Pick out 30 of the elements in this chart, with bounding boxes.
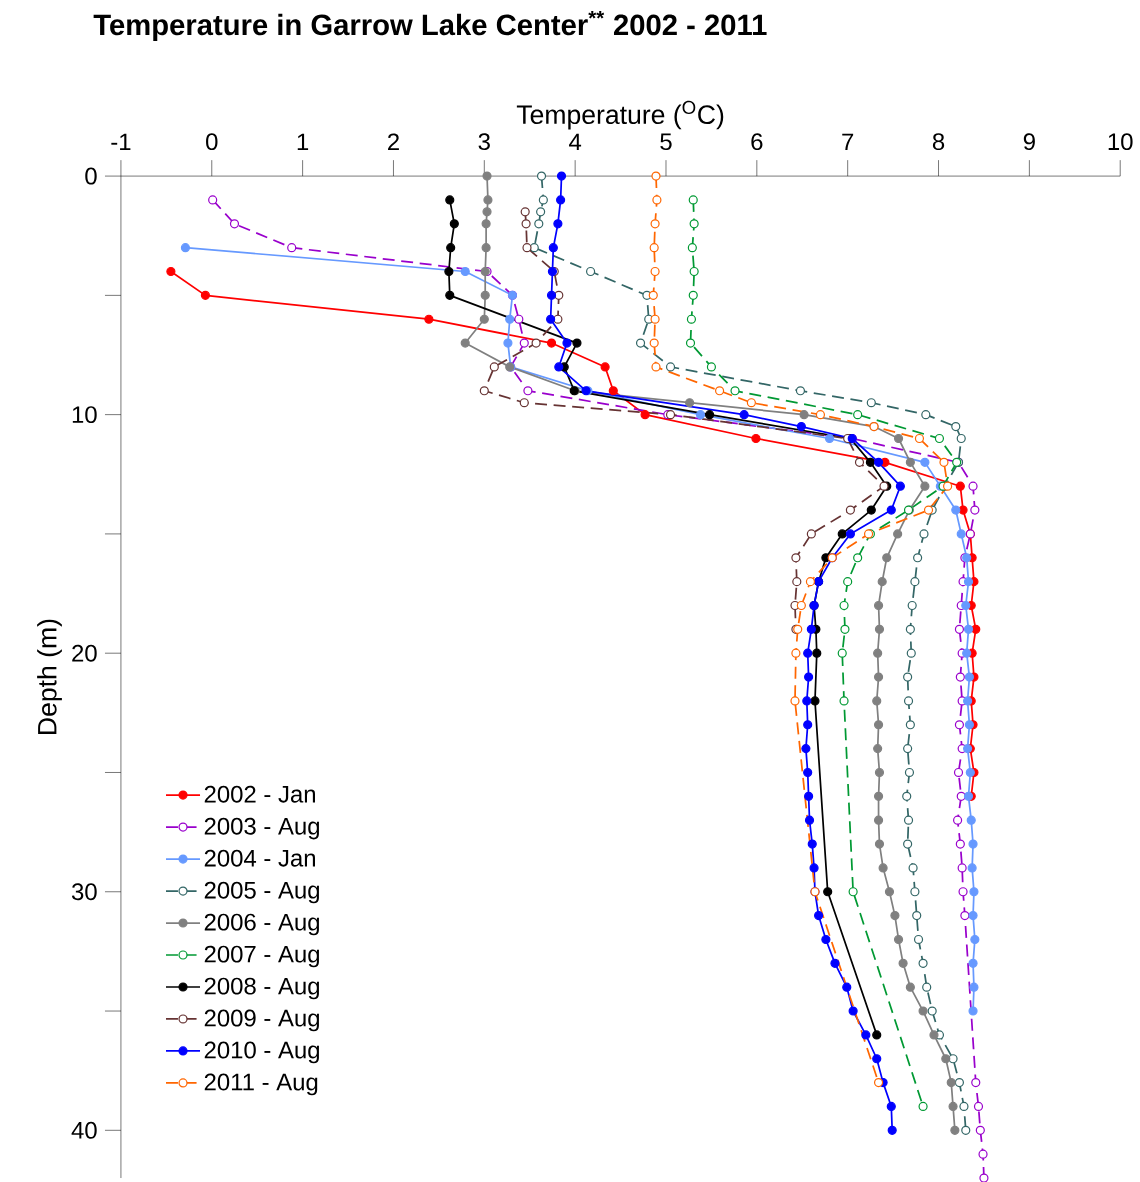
x-tick-label: -1: [111, 133, 131, 151]
legend-label: 2006 - Aug: [204, 913, 319, 936]
y-axis-title: Depth (m): [37, 619, 62, 734]
y-tick-label: 40: [71, 1121, 97, 1139]
x-tick-label: 10: [1108, 133, 1133, 151]
x-tick-label: 5: [660, 133, 672, 151]
legend-label: 2009 - Aug: [204, 1009, 319, 1032]
x-tick-label: 8: [932, 133, 945, 151]
legend-label: 2011 - Aug: [204, 1073, 318, 1096]
x-tick-label: 4: [568, 133, 582, 151]
x-tick-label: 2: [387, 133, 399, 151]
y-tick-label: 30: [71, 883, 97, 901]
y-tick-label: 10: [72, 406, 97, 424]
legend-label: 2005 - Aug: [204, 881, 319, 904]
y-tick-label: 0: [85, 167, 97, 185]
x-tick-label: 1: [297, 133, 309, 151]
x-axis-title: Temperature ($^{O}$C): [516, 100, 724, 130]
legend-label: 2004 - Jan: [204, 849, 315, 867]
legend-label: 2002 - Jan: [204, 785, 315, 803]
legend-label: 2010 - Aug: [204, 1041, 319, 1064]
x-tick-label: 0: [205, 133, 218, 151]
x-tick-label: 3: [478, 133, 490, 151]
legend-label: 2007 - Aug: [204, 945, 319, 968]
legend-label: 2003 - Aug: [204, 817, 319, 840]
x-tick-label: 7: [842, 133, 854, 151]
x-tick-label: 6: [751, 133, 763, 151]
x-tick-label: 9: [1023, 133, 1035, 151]
y-tick-label: 20: [72, 644, 97, 662]
legend-label: 2008 - Aug: [204, 977, 319, 1000]
chart-title: Temperature in Garrow Lake Center$^{**}$ 2002 - 2011: [93, 10, 767, 42]
